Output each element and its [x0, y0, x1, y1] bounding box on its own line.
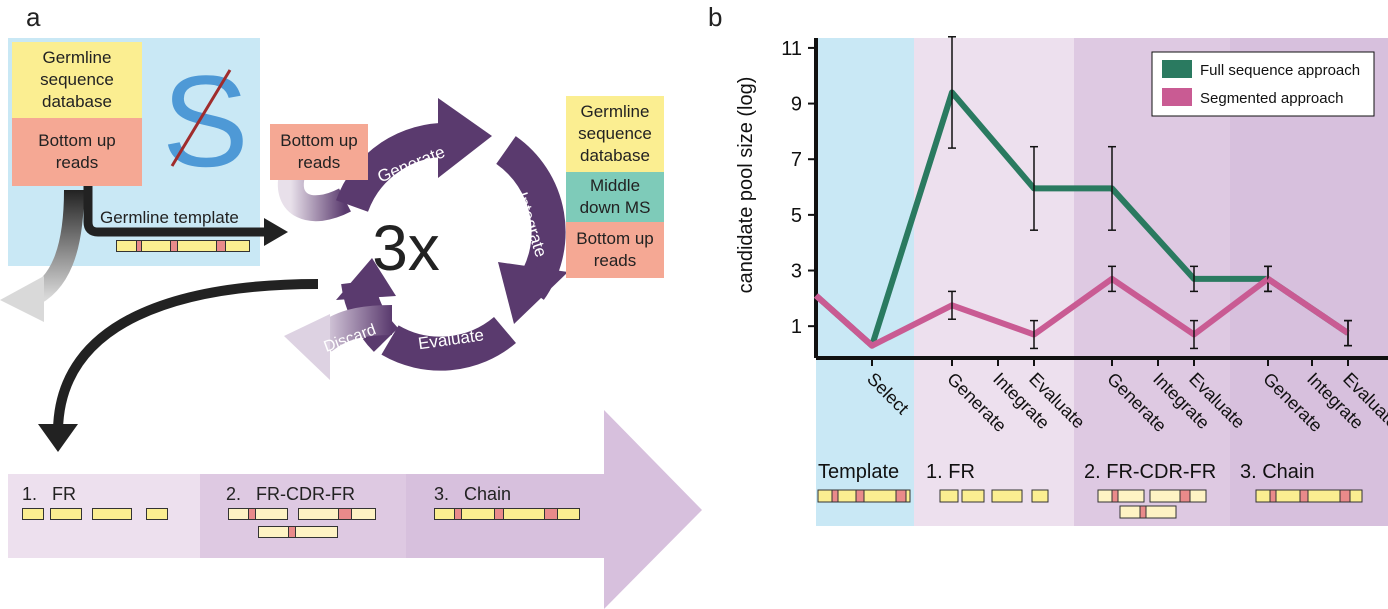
y-tick-label: 11 — [781, 38, 802, 60]
panel-letter-b: b — [708, 2, 723, 32]
stage-1-label: 1. FR — [22, 484, 76, 505]
y-tick-label: 3 — [791, 261, 802, 283]
template-arrows: Generate Integrate Evaluate Discard 3x — [0, 98, 568, 452]
y-tick-label: 1 — [791, 316, 802, 338]
stage-1-name: FR — [52, 484, 77, 504]
band-fr — [914, 38, 1074, 526]
germline-db-box: Germline sequence database — [12, 42, 142, 118]
legend-label: Segmented approach — [1200, 90, 1343, 107]
sequence-segment — [1299, 489, 1309, 503]
stage-1-segments — [22, 508, 182, 522]
sequence-segment — [895, 489, 907, 503]
sequence-segment — [1111, 489, 1119, 503]
y-tick-label: 9 — [791, 94, 802, 116]
right-middle-down-box: Middle down MS — [566, 172, 664, 222]
band-fr-cdr-fr — [1074, 38, 1230, 526]
bottom-stage-label: 2. FR-CDR-FR — [1084, 461, 1216, 483]
sequence-segment — [1339, 489, 1351, 503]
y-tick-label: 5 — [791, 205, 802, 227]
legend-swatch — [1162, 88, 1192, 106]
stage-3-label: 3. Chain — [434, 484, 511, 505]
bottom-stage-label: 3. Chain — [1240, 461, 1315, 483]
sequence-segment — [855, 489, 865, 503]
panel-letter-a: a — [26, 2, 41, 32]
template-sequence-bar — [116, 240, 250, 252]
band-chain — [1230, 38, 1388, 526]
germline-template-label: Germline template — [100, 208, 239, 227]
band-template — [816, 38, 914, 526]
sequence-segment — [1097, 489, 1145, 503]
right-bottom-up-box: Bottom up reads — [566, 222, 664, 278]
right-germline-db-box: Germline sequence database — [566, 96, 664, 172]
overlap-dash — [1266, 276, 1350, 336]
sequence-segment — [831, 489, 839, 503]
stage-1-num: 1. — [22, 484, 38, 504]
cycle-bottom-up-box: Bottom up reads — [270, 124, 368, 180]
sequence-segment — [991, 489, 1023, 503]
sequence-segment — [1119, 505, 1177, 519]
sequence-segment — [1179, 489, 1191, 503]
logo-icon: S — [162, 58, 249, 178]
stage-2-name: FR-CDR-FR — [256, 484, 356, 504]
bottom-stage-label: 1. FR — [926, 461, 975, 483]
overlap-dash — [814, 293, 874, 348]
cycle-center-3x: 3x — [372, 212, 440, 284]
sequence-segment — [1255, 489, 1363, 503]
series-line-full — [814, 89, 1350, 349]
y-tick-label: 7 — [791, 149, 802, 171]
stage-3-name: Chain — [464, 484, 512, 504]
sequence-segment — [939, 489, 959, 503]
series-line-segmented — [814, 275, 1350, 349]
sequence-segment — [1031, 489, 1049, 503]
stage-3-num: 3. — [434, 484, 450, 504]
legend-label: Full sequence approach — [1200, 62, 1360, 79]
sequence-segment — [961, 489, 985, 503]
stage-2-label: 2. FR-CDR-FR — [226, 484, 355, 505]
bottom-stage-label: Template — [818, 461, 899, 483]
sequence-segment — [1149, 489, 1207, 503]
bottom-up-box: Bottom up reads — [12, 118, 142, 186]
stage-3-segments — [434, 508, 584, 522]
sequence-segment — [1269, 489, 1277, 503]
stage-2-num: 2. — [226, 484, 242, 504]
sequence-segment — [1139, 505, 1147, 519]
stage-2-segments — [228, 508, 388, 542]
y-axis-label: candidate pool size (log) — [735, 77, 757, 294]
legend-swatch — [1162, 60, 1192, 78]
